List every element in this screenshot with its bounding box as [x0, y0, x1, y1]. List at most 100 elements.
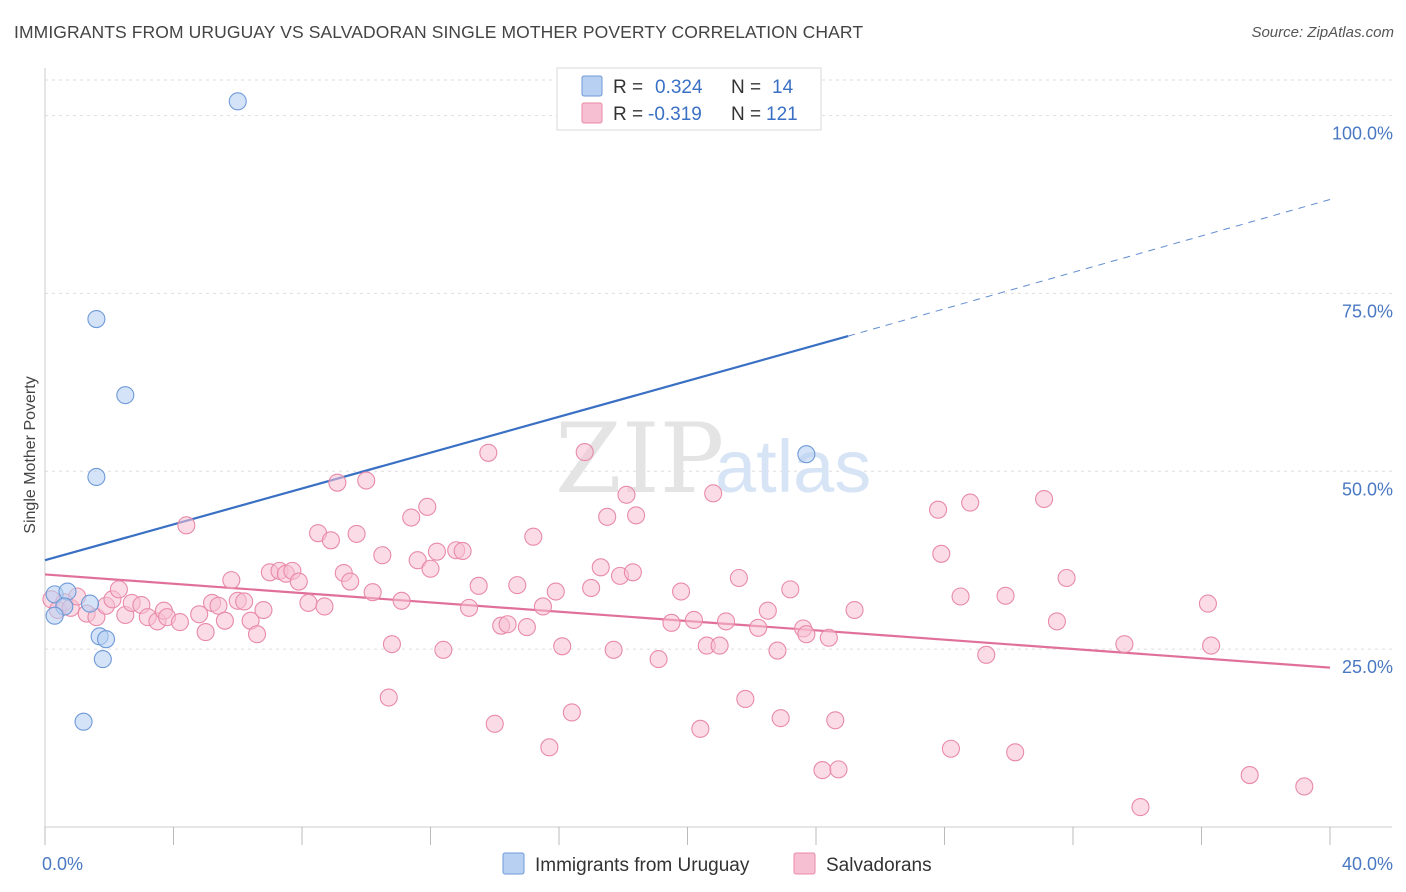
salvadoran-point-71	[575, 443, 594, 462]
salvadoran-point-107	[961, 493, 980, 512]
salvadoran-point-46	[379, 688, 398, 707]
salvadoran-point-22	[209, 596, 228, 615]
salvadoran-point-23	[215, 611, 234, 630]
salvadoran-point-70	[562, 703, 581, 722]
uruguay-point-0	[228, 92, 247, 111]
salvadoran-point-37	[315, 597, 334, 616]
salvadoran-point-42	[347, 524, 366, 543]
salvadoran-point-90	[736, 689, 755, 708]
salvadoran-point-103	[929, 500, 948, 519]
salvadoran-point-101	[829, 760, 848, 779]
salvadoran-point-69	[553, 637, 572, 656]
series-legend: Immigrants from Uruguay Salvadorans	[502, 852, 932, 876]
salvadoran-point-65	[524, 527, 543, 546]
salvadoran-point-77	[617, 485, 636, 504]
salvadoran-point-56	[453, 541, 472, 561]
salvadoran-point-53	[427, 542, 446, 561]
salvadoran-point-119	[1295, 777, 1314, 796]
salvadoran-point-35	[299, 593, 318, 612]
salvadoran-point-108	[977, 645, 996, 664]
salvadoran-point-113	[1057, 568, 1076, 588]
legend-n-value-1: 14	[772, 77, 794, 98]
salvadoran-point-20	[196, 623, 215, 642]
salvadoran-point-24	[222, 571, 241, 590]
uruguay-point-13	[74, 712, 93, 731]
x-tick-label-0: 0.0%	[42, 854, 83, 874]
salvadoran-point-51	[418, 497, 437, 516]
salvadoran-point-88	[716, 612, 736, 631]
salvadoran-point-102	[845, 600, 864, 620]
salvadoran-point-84	[691, 719, 710, 738]
salvadoran-point-109	[996, 586, 1015, 605]
salvadoran-point-79	[627, 506, 646, 525]
salvadoran-point-94	[771, 709, 790, 728]
salvadoran-point-45	[373, 546, 392, 565]
data-points	[42, 92, 1314, 817]
salvadoran-point-97	[797, 625, 816, 644]
salvadoran-point-41	[341, 572, 360, 591]
y-axis-label: Single Mother Poverty	[22, 376, 39, 533]
legend-swatch-salvadoran	[581, 102, 603, 124]
legend-n-label-2: N =	[731, 104, 761, 125]
salvadoran-point-49	[402, 508, 421, 527]
salvadoran-point-112	[1047, 612, 1066, 631]
y-tick-label-2: 75.0%	[1342, 301, 1393, 321]
watermark-atlas: atlas	[715, 425, 871, 508]
salvadoran-point-111	[1035, 489, 1054, 509]
salvadoran-point-67	[540, 738, 559, 757]
trend-line-uruguay-extrapolated	[847, 199, 1331, 337]
salvadoran-point-39	[328, 473, 347, 492]
salvadoran-point-52	[421, 559, 440, 578]
salvadoran-point-34	[289, 572, 308, 591]
salvadoran-point-89	[729, 568, 748, 588]
salvadoran-point-81	[662, 613, 681, 632]
salvadoran-point-74	[598, 507, 617, 526]
legend-swatch-uruguay	[581, 75, 603, 97]
salvadoran-point-110	[1006, 743, 1025, 762]
legend-r-value-2: -0.319	[648, 104, 702, 125]
y-tick-label-3: 100.0%	[1332, 124, 1393, 144]
salvadoran-point-82	[672, 582, 691, 601]
uruguay-point-12	[96, 630, 116, 649]
uruguay-point-6	[58, 582, 77, 601]
y-tick-label-0: 25.0%	[1342, 657, 1393, 677]
salvadoran-point-62	[498, 615, 517, 634]
legend-r-label-1: R =	[613, 77, 643, 98]
legend-n-label-1: N =	[731, 77, 761, 98]
uruguay-point-8	[45, 606, 64, 625]
salvadoran-point-17	[170, 613, 189, 632]
salvadoran-point-38	[321, 531, 340, 550]
uruguay-point-1	[87, 309, 106, 329]
salvadoran-point-9	[109, 580, 128, 599]
salvadoran-point-114	[1115, 635, 1134, 654]
salvadoran-point-63	[508, 576, 527, 595]
salvadoran-point-117	[1202, 636, 1221, 655]
salvadoran-point-106	[951, 587, 970, 606]
salvadoran-point-28	[247, 625, 267, 644]
salvadoran-point-66	[533, 597, 552, 616]
salvadoran-point-57	[459, 598, 479, 617]
salvadoran-point-19	[190, 605, 209, 624]
salvadoran-point-93	[768, 641, 787, 660]
legend-r-label-2: R =	[613, 104, 643, 125]
salvadoran-point-64	[517, 618, 536, 637]
chart-title: IMMIGRANTS FROM URUGUAY VS SALVADORAN SI…	[14, 22, 864, 42]
legend-r-value-1: 0.324	[655, 77, 703, 98]
salvadoran-point-86	[704, 484, 723, 503]
salvadoran-point-60	[485, 714, 504, 733]
x-tick-label-1: 40.0%	[1342, 854, 1393, 874]
uruguay-point-4	[797, 445, 816, 464]
salvadoran-point-54	[434, 640, 453, 659]
salvadoran-point-92	[758, 601, 777, 620]
salvadoran-point-80	[649, 650, 668, 669]
salvadoran-point-87	[710, 636, 729, 655]
salvadoran-point-47	[382, 635, 402, 654]
uruguay-point-2	[116, 386, 135, 405]
salvadoran-point-72	[582, 578, 601, 598]
salvadoran-point-58	[469, 576, 488, 595]
salvadoran-point-75	[604, 640, 623, 659]
series-legend-swatch-uruguay	[502, 852, 525, 875]
salvadoran-point-18	[177, 516, 196, 535]
axes	[44, 68, 1392, 845]
watermark: ZIP atlas	[555, 403, 871, 515]
